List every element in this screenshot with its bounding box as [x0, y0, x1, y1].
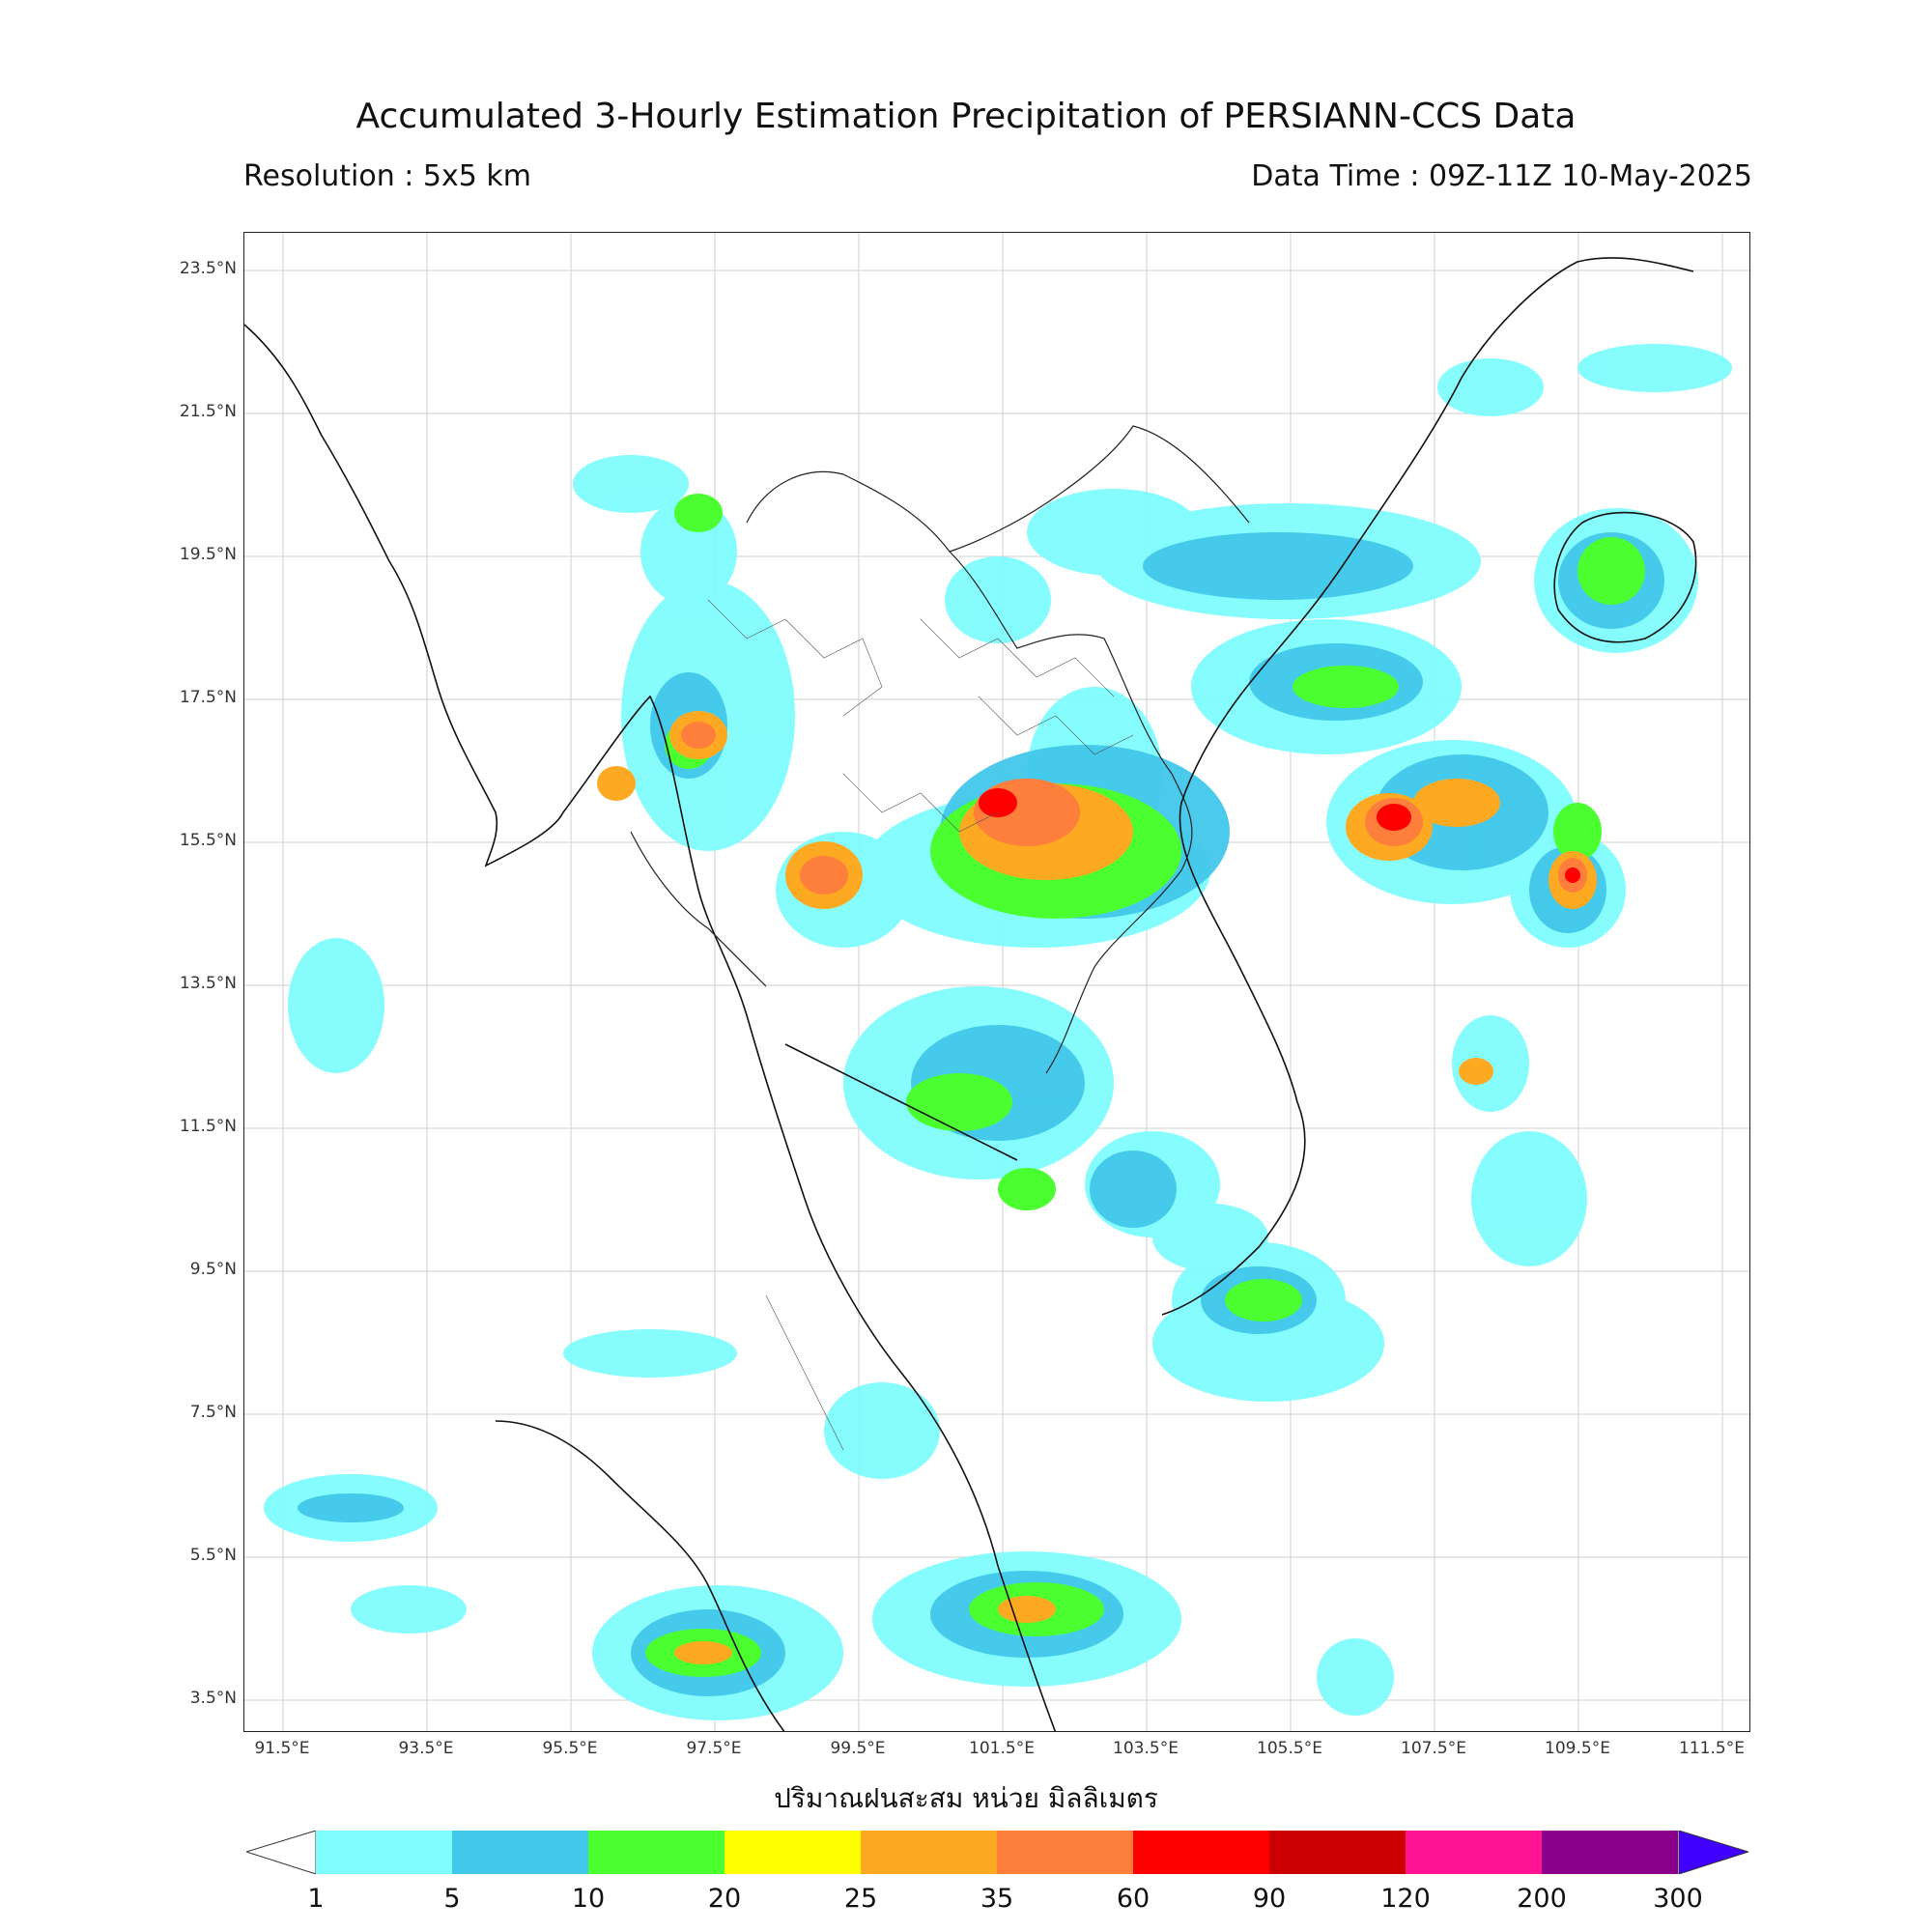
- lat-tick: 23.5°N: [179, 259, 237, 278]
- lat-tick: 13.5°N: [179, 974, 237, 993]
- lon-tick: 107.5°E: [1401, 1739, 1466, 1758]
- colorbar-segment: [1133, 1831, 1269, 1874]
- colorbar-segment: [724, 1831, 861, 1874]
- map-canvas: [244, 233, 1749, 1731]
- lat-tick: 17.5°N: [179, 688, 237, 707]
- colorbar-label: 60: [1116, 1884, 1151, 1914]
- colorbar-label: 25: [843, 1884, 878, 1914]
- lon-tick: 95.5°E: [542, 1739, 598, 1758]
- map-panel: [243, 232, 1750, 1732]
- gridlines: [244, 233, 1749, 1731]
- colorbar-label: 300: [1653, 1884, 1703, 1914]
- colorbar-label: 90: [1252, 1884, 1287, 1914]
- precipitation-field: [264, 344, 1732, 1720]
- lon-tick: 97.5°E: [686, 1739, 742, 1758]
- lon-tick: 93.5°E: [398, 1739, 454, 1758]
- data-time-label: Data Time : 09Z-11Z 10-May-2025: [1251, 159, 1752, 193]
- lon-tick: 109.5°E: [1545, 1739, 1610, 1758]
- colorbar: [246, 1831, 1748, 1874]
- colorbar-segment: [316, 1831, 452, 1874]
- lon-tick: 101.5°E: [969, 1739, 1035, 1758]
- lat-tick: 7.5°N: [189, 1403, 237, 1422]
- lat-tick: 19.5°N: [179, 545, 237, 564]
- coastlines: [244, 257, 1697, 1731]
- lon-tick: 103.5°E: [1113, 1739, 1179, 1758]
- lat-tick: 9.5°N: [189, 1260, 237, 1279]
- lat-tick: 11.5°N: [179, 1117, 237, 1136]
- colorbar-high-arrow: [1678, 1831, 1748, 1874]
- lat-tick: 15.5°N: [179, 831, 237, 850]
- resolution-label: Resolution : 5x5 km: [243, 159, 531, 193]
- lon-tick: 91.5°E: [254, 1739, 310, 1758]
- colorbar-label: 10: [571, 1884, 606, 1914]
- province-borders: [707, 599, 1134, 1451]
- colorbar-label: 1: [307, 1884, 325, 1914]
- colorbar-label: 35: [980, 1884, 1014, 1914]
- colorbar-low-arrow: [246, 1831, 317, 1874]
- map-title: Accumulated 3-Hourly Estimation Precipit…: [355, 97, 1577, 136]
- lon-tick: 105.5°E: [1257, 1739, 1322, 1758]
- colorbar-segment: [588, 1831, 724, 1874]
- lon-tick: 99.5°E: [830, 1739, 886, 1758]
- colorbar-segment: [1406, 1831, 1542, 1874]
- colorbar-segment: [1269, 1831, 1406, 1874]
- colorbar-segment: [452, 1831, 588, 1874]
- country-borders: [630, 425, 1250, 1074]
- lat-tick: 5.5°N: [189, 1546, 237, 1565]
- colorbar-label: 20: [707, 1884, 742, 1914]
- lat-tick: 21.5°N: [179, 402, 237, 421]
- colorbar-label: 5: [443, 1884, 461, 1914]
- lon-tick: 111.5°E: [1679, 1739, 1745, 1758]
- colorbar-label: 120: [1380, 1884, 1431, 1914]
- colorbar-segment: [861, 1831, 997, 1874]
- colorbar-segment: [1542, 1831, 1678, 1874]
- colorbar-segment: [997, 1831, 1133, 1874]
- colorbar-title: ปริมาณฝนสะสม หน่วย มิลลิเมตร: [774, 1782, 1158, 1814]
- colorbar-label: 200: [1517, 1884, 1567, 1914]
- lat-tick: 3.5°N: [189, 1689, 237, 1708]
